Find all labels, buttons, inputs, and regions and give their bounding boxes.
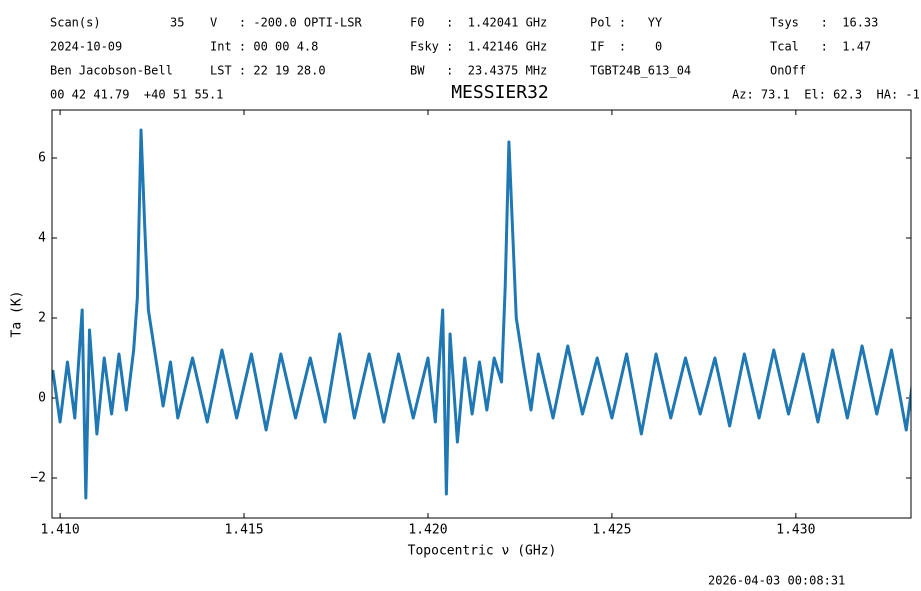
header-field: OnOff bbox=[770, 64, 806, 78]
x-tick-label: 1.420 bbox=[408, 523, 447, 538]
header-field: LST : 22 19 28.0 bbox=[210, 64, 326, 78]
spectrum-line bbox=[52, 128, 911, 500]
timestamp: 2026-04-03 00:08:31 bbox=[708, 574, 845, 588]
plot-area bbox=[52, 128, 911, 500]
header-field: Tcal : 1.47 bbox=[770, 40, 871, 54]
y-tick-label: 2 bbox=[38, 311, 46, 326]
header-field: Az: 73.1 El: 62.3 HA: -1 bbox=[732, 88, 920, 102]
y-tick-label: 4 bbox=[38, 231, 46, 246]
y-axis-label: Ta (K) bbox=[10, 291, 25, 338]
y-tick-label: 6 bbox=[38, 151, 46, 166]
header-field: Int : 00 00 4.8 bbox=[210, 40, 318, 54]
chart-title: MESSIER32 bbox=[451, 82, 549, 103]
y-tick-label: −2 bbox=[30, 471, 46, 486]
header-field: 2024-10-09 bbox=[50, 40, 122, 54]
x-tick-label: 1.425 bbox=[592, 523, 631, 538]
x-tick-label: 1.415 bbox=[224, 523, 263, 538]
header-field: Scan(s) bbox=[50, 16, 101, 30]
x-tick-label: 1.410 bbox=[41, 523, 80, 538]
header-field: BW : 23.4375 MHz bbox=[410, 64, 547, 78]
header-field: Fsky : 1.42146 GHz bbox=[410, 40, 547, 54]
header-field: 00 42 41.79 +40 51 55.1 bbox=[50, 88, 223, 102]
header-field: TGBT24B_613_04 bbox=[590, 64, 691, 78]
header-field: 35 bbox=[170, 16, 184, 30]
x-tick-label: 1.430 bbox=[776, 523, 815, 538]
header-field: IF : 0 bbox=[590, 40, 662, 54]
header-field: F0 : 1.42041 GHz bbox=[410, 16, 547, 30]
header-field: Pol : YY bbox=[590, 16, 663, 30]
header-field: Ben Jacobson-Bell bbox=[50, 64, 173, 78]
header-field: V : -200.0 OPTI-LSR bbox=[210, 16, 362, 30]
x-axis-label: Topocentric ν (GHz) bbox=[408, 544, 557, 559]
y-tick-label: 0 bbox=[38, 391, 46, 406]
plot-frame bbox=[51, 109, 912, 519]
header-field: Tsys : 16.33 bbox=[770, 16, 878, 30]
